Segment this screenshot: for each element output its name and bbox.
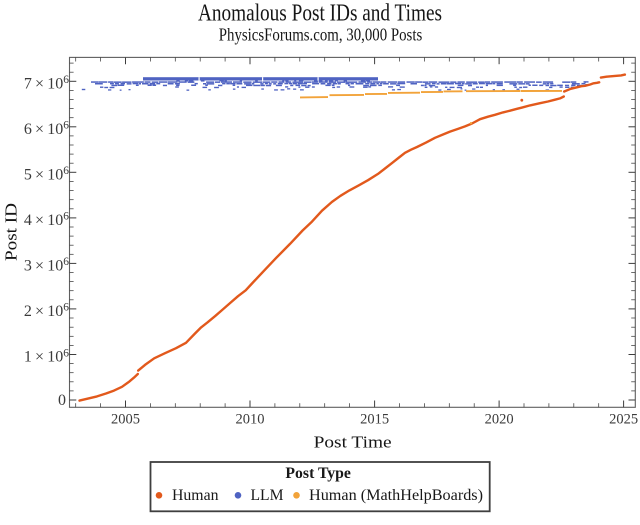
svg-text:0: 0 xyxy=(58,392,66,409)
svg-text:LLM: LLM xyxy=(251,487,284,504)
svg-text:2025: 2025 xyxy=(609,412,638,428)
svg-text:Anomalous Post IDs and Times: Anomalous Post IDs and Times xyxy=(198,0,442,26)
svg-text:Post Type: Post Type xyxy=(285,465,351,482)
svg-text:PhysicsForums.com, 30,000 Post: PhysicsForums.com, 30,000 Posts xyxy=(219,24,423,44)
svg-text:4 × 106: 4 × 106 xyxy=(24,211,69,229)
svg-text:3 × 106: 3 × 106 xyxy=(24,256,69,274)
svg-text:6 × 106: 6 × 106 xyxy=(24,120,69,138)
svg-text:Post ID: Post ID xyxy=(2,203,21,261)
svg-text:2 × 106: 2 × 106 xyxy=(24,302,69,320)
svg-text:1 × 106: 1 × 106 xyxy=(24,347,69,365)
svg-text:7 × 106: 7 × 106 xyxy=(24,74,69,92)
svg-text:2010: 2010 xyxy=(236,412,265,428)
svg-text:Human: Human xyxy=(172,487,219,504)
svg-text:2015: 2015 xyxy=(360,412,389,428)
svg-text:Post Time: Post Time xyxy=(314,433,392,452)
svg-text:5 × 106: 5 × 106 xyxy=(24,165,69,183)
svg-text:2005: 2005 xyxy=(111,412,140,428)
svg-text:Human (MathHelpBoards): Human (MathHelpBoards) xyxy=(309,487,483,504)
svg-text:2020: 2020 xyxy=(485,412,514,428)
